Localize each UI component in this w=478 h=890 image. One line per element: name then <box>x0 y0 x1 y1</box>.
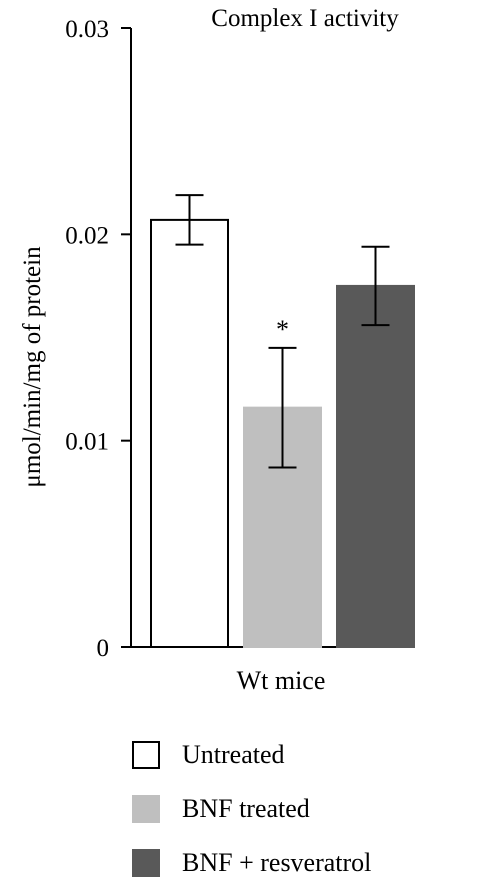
y-tick-label: 0.02 <box>65 222 109 249</box>
legend-swatch-bnf-resveratrol <box>132 849 160 877</box>
y-axis-label: μmol/min/mg of protein <box>19 246 46 488</box>
y-tick-label: 0.01 <box>65 429 109 456</box>
x-category-label: Wt mice <box>237 666 326 695</box>
y-tick-label: 0 <box>97 635 110 662</box>
significance-marker: * <box>276 315 289 344</box>
legend: Untreated BNF treated BNF + resveratrol <box>132 728 371 890</box>
legend-item-bnf-resveratrol: BNF + resveratrol <box>132 836 371 890</box>
y-tick-label: 0.03 <box>65 16 109 43</box>
legend-label: BNF treated <box>182 794 310 823</box>
legend-swatch-untreated <box>132 741 160 769</box>
y-ticks: 0 0.01 0.02 0.03 <box>65 16 131 662</box>
legend-item-bnf-treated: BNF treated <box>132 782 371 836</box>
bar-3 <box>336 284 415 648</box>
bars: * <box>150 194 415 648</box>
legend-label: Untreated <box>182 740 285 769</box>
chart-title: Complex I activity <box>211 5 399 32</box>
bar-1 <box>150 218 229 648</box>
bar-chart: Complex I activity μmol/min/mg of protei… <box>19 5 415 695</box>
legend-item-untreated: Untreated <box>132 728 371 782</box>
legend-label: BNF + resveratrol <box>182 848 372 877</box>
legend-swatch-bnf-treated <box>132 795 160 823</box>
